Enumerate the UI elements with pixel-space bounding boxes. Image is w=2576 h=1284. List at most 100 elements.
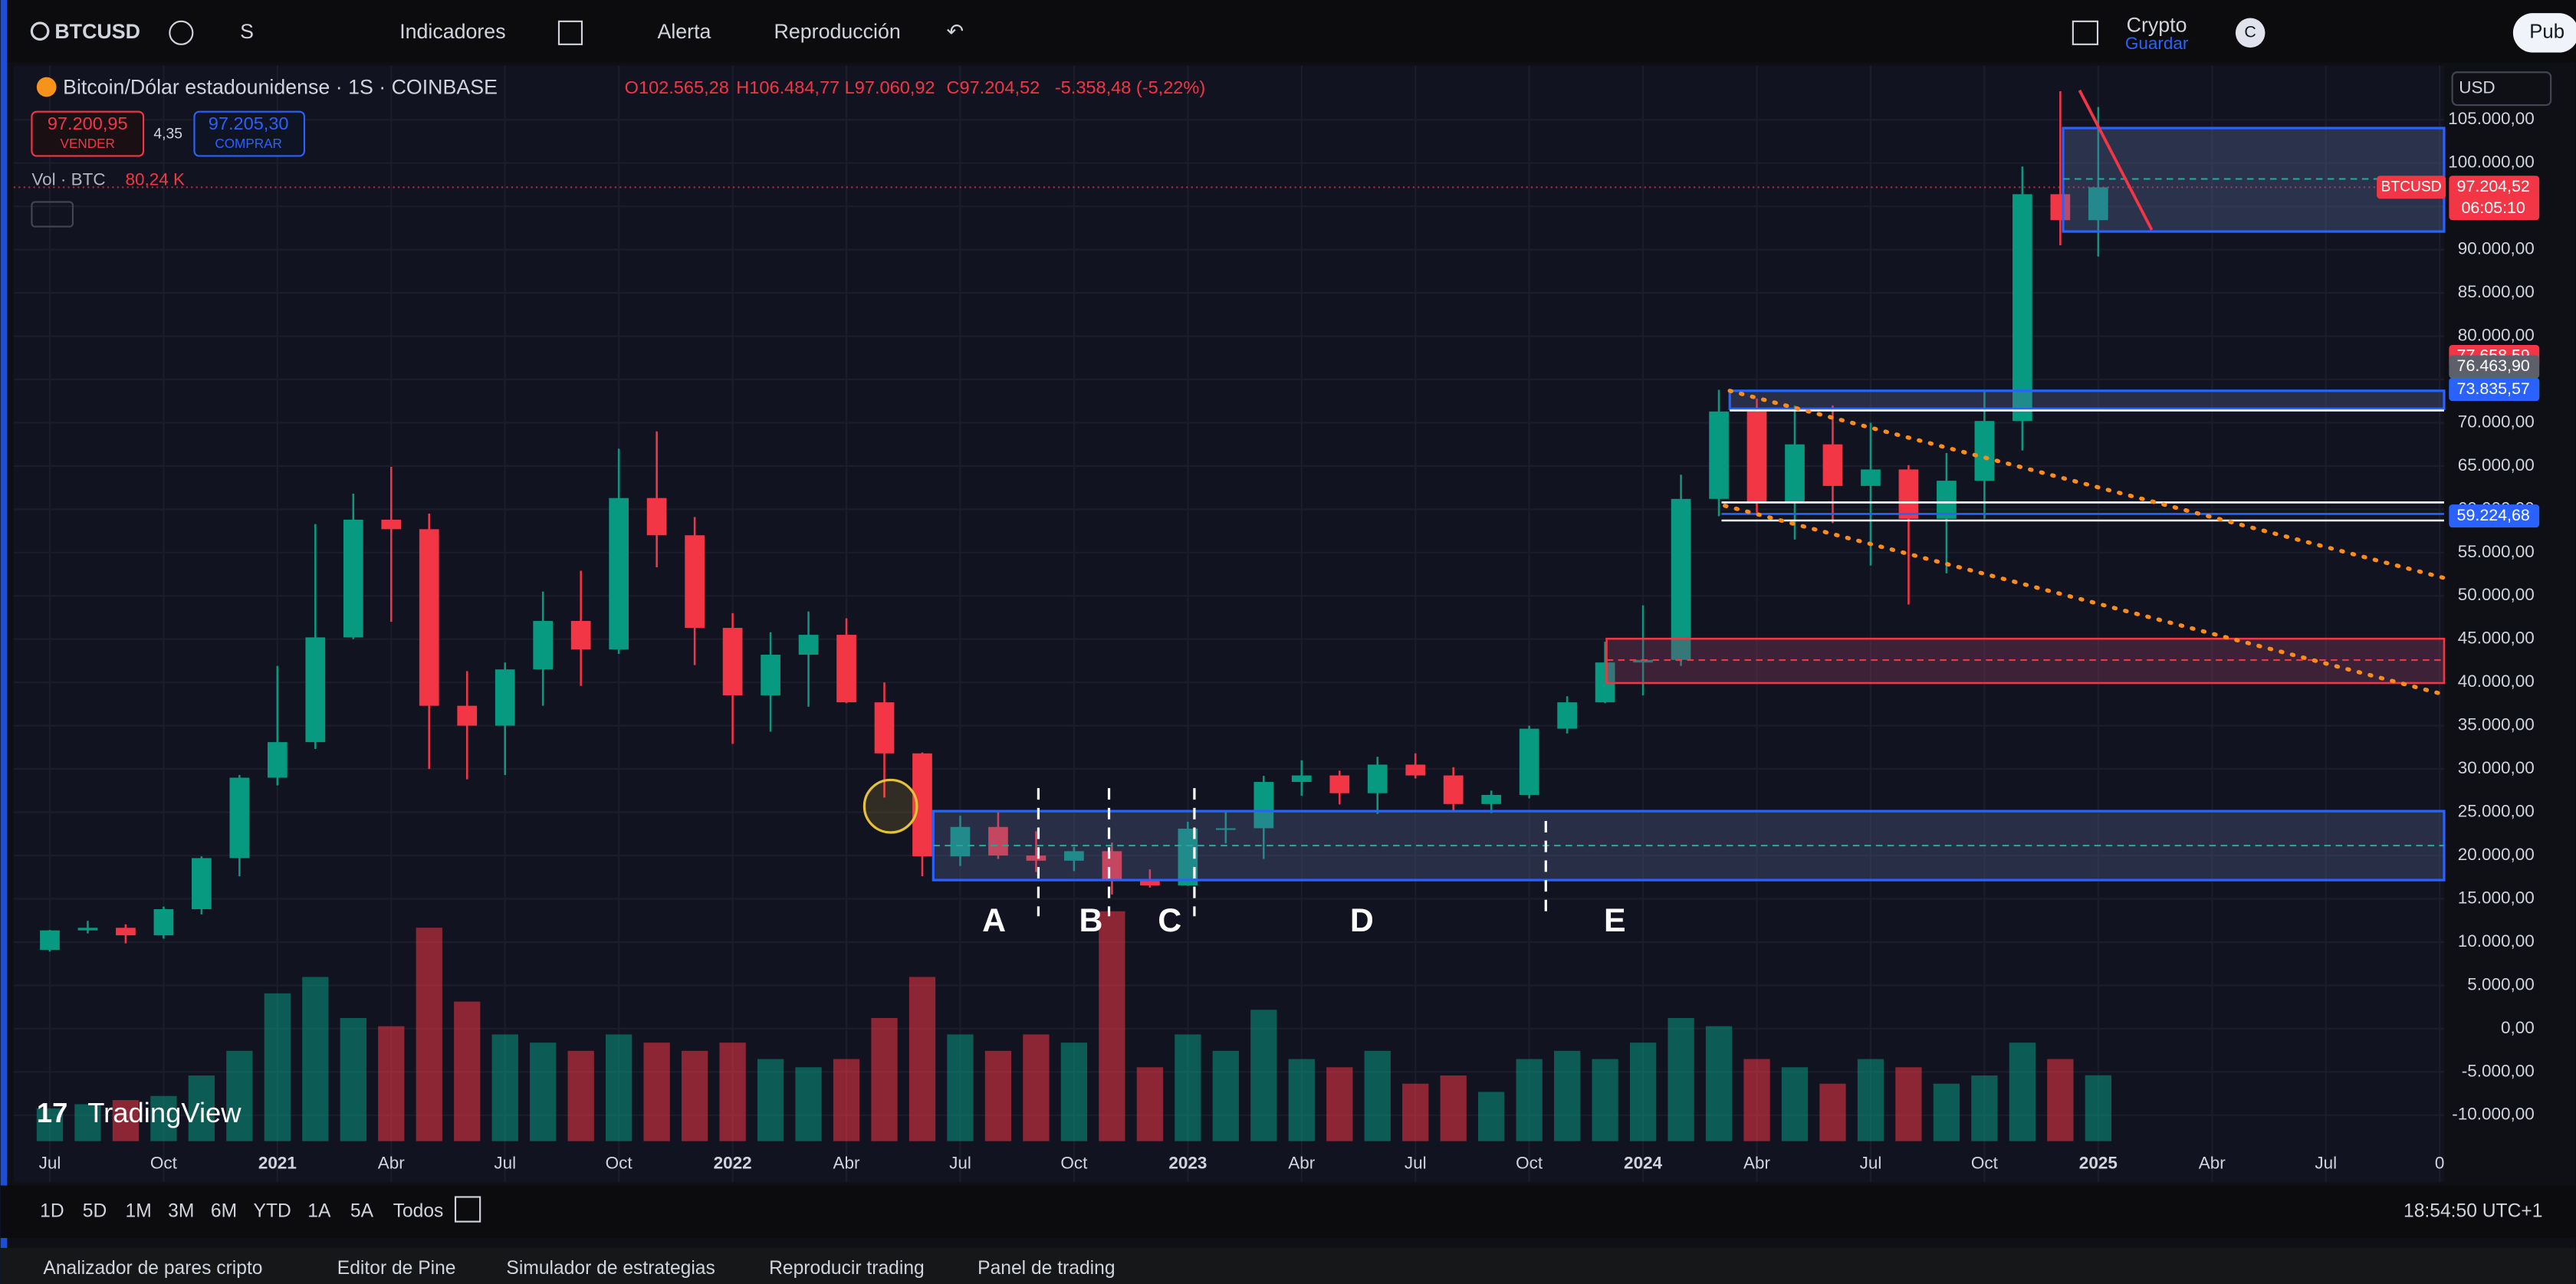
volume-bar xyxy=(491,1034,518,1141)
volume-bar xyxy=(1895,1067,1922,1141)
volume-bar xyxy=(1705,1026,1733,1141)
fullscreen-toggle[interactable] xyxy=(2072,20,2099,45)
volume-bar xyxy=(1971,1075,1998,1141)
candle-body xyxy=(1291,775,1312,783)
price-badge-label: 76.463,90 xyxy=(2457,356,2530,375)
candle-body xyxy=(533,621,554,670)
volume-bar xyxy=(984,1050,1012,1141)
countdown: 06:05:10 xyxy=(2462,199,2525,217)
interval[interactable]: S xyxy=(240,20,254,43)
y-tick-label: 35.000,00 xyxy=(2458,715,2535,734)
y-tick-label: 100.000,00 xyxy=(2448,153,2535,172)
annotation: A xyxy=(982,902,1006,939)
panel-tab[interactable]: Reproducir trading xyxy=(769,1258,925,1279)
volume-bar xyxy=(226,1050,253,1141)
currency-select[interactable] xyxy=(2451,71,2552,107)
volume-bar xyxy=(1060,1043,1088,1141)
range-button[interactable]: 1A xyxy=(307,1200,331,1221)
trend-line xyxy=(1727,389,2446,580)
volume-bar xyxy=(264,993,291,1141)
x-tick-label: Abr xyxy=(833,1154,861,1173)
alert[interactable]: Alerta xyxy=(657,20,711,43)
range-button[interactable]: 1M xyxy=(126,1200,152,1221)
range-button[interactable]: YTD xyxy=(254,1200,291,1221)
price-badge-label: 73.835,57 xyxy=(2457,379,2530,398)
top-toolbar xyxy=(0,0,2576,63)
candle-body xyxy=(1974,421,1995,481)
panel-tab[interactable]: Editor de Pine xyxy=(337,1258,456,1279)
ohlc-high: H106.484,77 xyxy=(736,77,840,97)
sell-button[interactable] xyxy=(31,110,145,157)
sell-label: VENDER xyxy=(61,136,115,151)
avatar[interactable] xyxy=(2235,18,2266,48)
replay[interactable]: Reproducción xyxy=(774,20,901,43)
symbol-search[interactable]: BTCUSD xyxy=(54,20,140,43)
y-tick-label: -10.000,00 xyxy=(2452,1105,2535,1124)
symbol-name: Bitcoin/Dólar estadounidense · 1S · COIN… xyxy=(63,76,498,99)
y-tick-label: 85.000,00 xyxy=(2458,282,2535,301)
candle-body xyxy=(40,930,60,951)
y-tick-label: 65.000,00 xyxy=(2458,455,2535,475)
watermark: TradingView xyxy=(87,1097,242,1128)
annotation: B xyxy=(1079,902,1102,939)
bottom-tabs: Analizador de pares cripto Editor de Pine… xyxy=(43,1258,1115,1279)
drawings: A B C D E xyxy=(863,89,2446,939)
candle-body xyxy=(988,826,1008,856)
volume-bar xyxy=(1819,1083,1846,1141)
y-tick-label: 15.000,00 xyxy=(2458,888,2535,907)
panel-tab[interactable]: Panel de trading xyxy=(978,1258,1115,1279)
price-badge-label: 59.224,68 xyxy=(2457,506,2530,524)
y-tick-label: 50.000,00 xyxy=(2458,585,2535,604)
collapse-legend[interactable] xyxy=(31,201,74,228)
volume-bar xyxy=(340,1018,366,1141)
x-tick-label: Jul xyxy=(1405,1154,1427,1173)
price-badge-label: 97.204,52 xyxy=(2457,177,2530,195)
candle-body xyxy=(685,535,705,629)
indicators[interactable]: Indicadores xyxy=(399,20,505,43)
x-tick-label: 0 xyxy=(2435,1154,2445,1173)
candle-body xyxy=(950,826,971,857)
candle-body xyxy=(2050,194,2071,221)
y-tick-label: 10.000,00 xyxy=(2458,931,2535,951)
spread: 4,35 xyxy=(153,126,182,143)
range-button[interactable]: 5A xyxy=(350,1200,374,1221)
x-tick-label: 2025 xyxy=(2079,1154,2118,1173)
volume-bar xyxy=(378,1026,405,1141)
annotation: E xyxy=(1604,902,1626,939)
candle-body xyxy=(1519,728,1539,795)
candle-body xyxy=(570,621,591,650)
range-button[interactable]: 5D xyxy=(83,1200,107,1221)
volume-bar xyxy=(188,1075,215,1141)
volume-bar xyxy=(150,1095,177,1141)
range-button[interactable]: Todos xyxy=(393,1200,444,1221)
candle-body xyxy=(229,777,250,859)
panel-tab[interactable]: Simulador de estrategias xyxy=(506,1258,715,1279)
candle-body xyxy=(646,498,667,536)
range-button[interactable]: 3M xyxy=(168,1200,194,1221)
watermark-logo: 17 xyxy=(37,1097,68,1128)
candle-body xyxy=(1064,851,1084,861)
candle-body xyxy=(419,529,439,706)
volume-bar xyxy=(1592,1059,1618,1141)
y-tick-label: 105.000,00 xyxy=(2448,109,2535,128)
layout-name[interactable]: Crypto xyxy=(2127,13,2187,36)
goto-date[interactable] xyxy=(454,1196,481,1223)
templates[interactable] xyxy=(557,20,583,45)
y-tick-label: -5.000,00 xyxy=(2462,1061,2535,1080)
price-badge xyxy=(2449,378,2540,402)
range-button[interactable]: 6M xyxy=(211,1200,237,1221)
range-button[interactable]: 1D xyxy=(40,1200,64,1221)
candle-body xyxy=(381,519,402,530)
buy-button[interactable] xyxy=(193,110,306,157)
volume-bar xyxy=(2047,1059,2074,1141)
panel-tab[interactable]: Analizador de pares cripto xyxy=(43,1258,262,1279)
candle-body xyxy=(1709,411,1729,499)
add-symbol[interactable] xyxy=(169,20,194,45)
volume-bar xyxy=(1668,1018,1694,1141)
undo[interactable]: ↶ xyxy=(946,20,963,43)
candle-body xyxy=(495,669,515,726)
publish-button[interactable] xyxy=(2512,13,2576,53)
window-border xyxy=(0,0,8,1284)
